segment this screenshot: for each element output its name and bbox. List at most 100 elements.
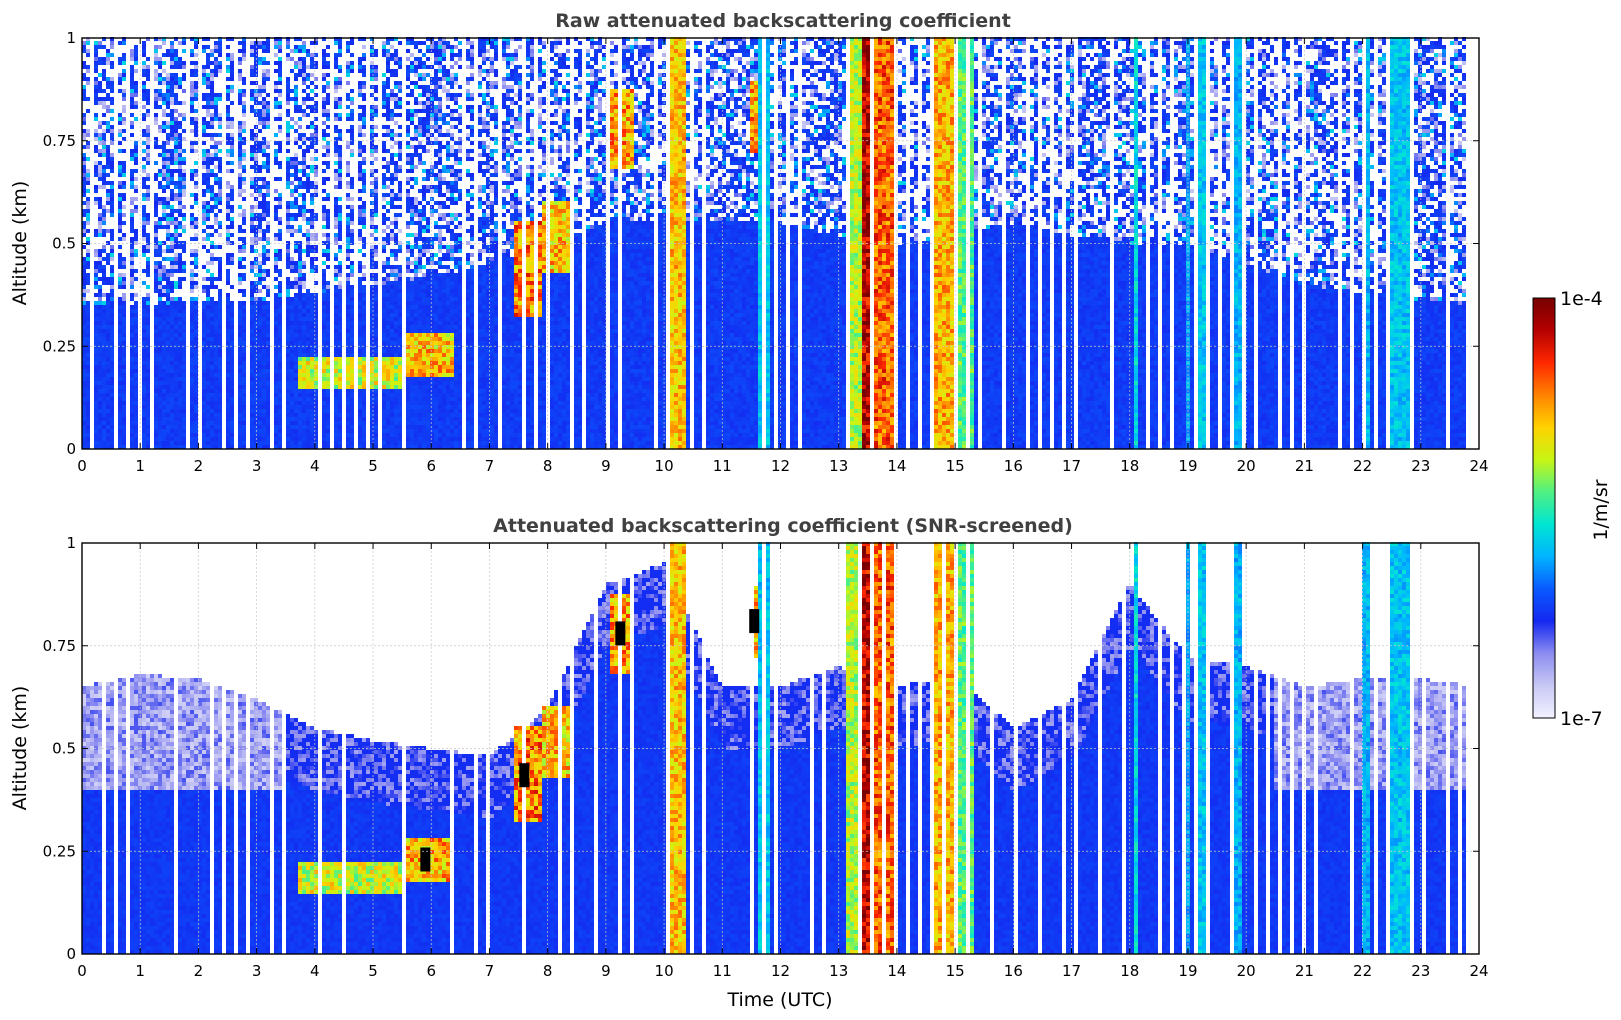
heatmap-cell — [294, 265, 298, 269]
heatmap-cell — [110, 265, 114, 269]
heatmap-cell — [334, 409, 338, 413]
heatmap-cell — [338, 373, 342, 377]
heatmap-cell — [230, 149, 234, 153]
heatmap-cell — [106, 397, 110, 401]
heatmap-cell — [322, 209, 326, 213]
heatmap-cell — [278, 385, 282, 389]
heatmap-cell — [310, 89, 314, 93]
heatmap-cell — [306, 173, 310, 177]
heatmap-cell — [118, 121, 122, 125]
heatmap-cell — [266, 185, 270, 189]
heatmap-cell — [162, 149, 166, 153]
heatmap-cell — [258, 41, 262, 45]
heatmap-cell — [118, 341, 122, 345]
heatmap-cell — [146, 217, 150, 221]
heatmap-cell — [166, 405, 170, 409]
heatmap-cell — [274, 333, 278, 337]
heatmap-cell — [218, 225, 222, 229]
heatmap-cell — [310, 425, 314, 429]
heatmap-cell — [98, 353, 102, 357]
heatmap-cell — [174, 117, 178, 121]
heatmap-cell — [262, 409, 266, 413]
heatmap-cell — [146, 101, 150, 105]
heatmap-cell — [326, 337, 330, 341]
heatmap-cell — [110, 361, 114, 365]
heatmap-cell — [142, 249, 146, 253]
heatmap-cell — [106, 85, 110, 89]
heatmap-cell — [170, 117, 174, 121]
heatmap-cell — [346, 213, 350, 217]
heatmap-cell — [98, 401, 102, 405]
heatmap-cell — [174, 181, 178, 185]
heatmap-cell — [278, 177, 282, 181]
heatmap-cell — [286, 385, 290, 389]
heatmap-cell — [190, 225, 194, 229]
heatmap-cell — [142, 341, 146, 345]
heatmap-cell — [110, 281, 114, 285]
heatmap-cell — [98, 201, 102, 205]
heatmap-cell — [362, 421, 366, 425]
heatmap-cell — [194, 201, 198, 205]
heatmap-cell — [162, 249, 166, 253]
heatmap-cell — [294, 441, 298, 445]
heatmap-cell — [178, 173, 182, 177]
heatmap-cell — [94, 285, 98, 289]
raw-backscatter-panel: Raw attenuated backscattering coefficien… — [9, 10, 1489, 475]
heatmap-cell — [326, 301, 330, 305]
heatmap-cell — [122, 353, 126, 357]
heatmap-cell — [190, 389, 194, 393]
heatmap-cell — [226, 193, 230, 197]
heatmap-cell — [146, 441, 150, 445]
heatmap-cell — [278, 73, 282, 77]
heatmap-cell — [154, 417, 158, 421]
heatmap-cell — [338, 41, 342, 45]
heatmap-cell — [102, 217, 106, 221]
heatmap-cell — [322, 385, 326, 389]
heatmap-cell — [362, 313, 366, 317]
heatmap-cell — [306, 97, 310, 101]
heatmap-cell — [350, 53, 354, 57]
heatmap-cell — [302, 353, 306, 357]
heatmap-cell — [174, 297, 178, 301]
heatmap-cell — [210, 49, 214, 53]
heatmap-cell — [154, 361, 158, 365]
heatmap-cell — [146, 197, 150, 201]
heatmap-cell — [322, 285, 326, 289]
heatmap-cell — [218, 305, 222, 309]
heatmap-cell — [106, 385, 110, 389]
heatmap-cell — [210, 421, 214, 425]
heatmap-cell — [230, 425, 234, 429]
heatmap-cell — [258, 389, 262, 393]
heatmap-cell — [258, 113, 262, 117]
heatmap-cell — [190, 149, 194, 153]
heatmap-cell — [86, 97, 90, 101]
heatmap-cell — [142, 361, 146, 365]
heatmap-cell — [154, 305, 158, 309]
heatmap-cell — [174, 265, 178, 269]
heatmap-cell — [178, 297, 182, 301]
heatmap-cell — [294, 429, 298, 433]
heatmap-cell — [298, 261, 302, 265]
heatmap-cell — [290, 313, 294, 317]
heatmap-cell — [358, 269, 362, 273]
heatmap-cell — [326, 289, 330, 293]
heatmap-cell — [174, 305, 178, 309]
heatmap-cell — [322, 225, 326, 229]
heatmap-cell — [170, 81, 174, 85]
heatmap-cell — [118, 173, 122, 177]
heatmap-cell — [358, 81, 362, 85]
heatmap-cell — [106, 197, 110, 201]
heatmap-cell — [262, 333, 266, 337]
heatmap-cell — [358, 209, 362, 213]
heatmap-cell — [266, 209, 270, 213]
heatmap-cell — [322, 269, 326, 273]
heatmap-cell — [134, 429, 138, 433]
heatmap-cell — [274, 133, 278, 137]
heatmap-cell — [174, 337, 178, 341]
heatmap-cell — [178, 425, 182, 429]
heatmap-cell — [210, 241, 214, 245]
heatmap-cell — [178, 409, 182, 413]
heatmap-cell — [98, 433, 102, 437]
heatmap-cell — [86, 253, 90, 257]
heatmap-cell — [326, 117, 330, 121]
